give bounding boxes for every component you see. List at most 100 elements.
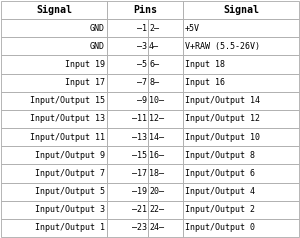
Bar (183, 110, 299, 128)
Text: Input/Output 7: Input/Output 7 (35, 169, 105, 178)
Text: 4–: 4– (149, 42, 159, 51)
Bar (148, 201, 183, 219)
Bar (107, 146, 148, 164)
Text: Input/Output 8: Input/Output 8 (185, 151, 255, 160)
Text: 24–: 24– (149, 223, 164, 233)
Bar (183, 146, 299, 164)
Bar (183, 19, 299, 37)
Text: Input/Output 11: Input/Output 11 (30, 133, 105, 142)
Bar (107, 201, 148, 219)
Text: –21: –21 (132, 205, 147, 214)
Bar (148, 92, 183, 110)
Bar (1, 128, 107, 146)
Text: Input/Output 5: Input/Output 5 (35, 187, 105, 196)
Text: 20–: 20– (149, 187, 164, 196)
Text: 2–: 2– (149, 24, 159, 33)
Text: –11: –11 (132, 114, 147, 124)
Text: –5: –5 (137, 60, 147, 69)
Text: 14–: 14– (149, 133, 164, 142)
Text: –9: –9 (137, 96, 147, 105)
Bar (148, 37, 183, 55)
Bar (1, 146, 107, 164)
Text: Signal: Signal (36, 5, 72, 15)
Bar (107, 19, 148, 37)
Bar (148, 164, 183, 183)
Bar (107, 128, 148, 146)
Bar (183, 164, 299, 183)
Text: –3: –3 (137, 42, 147, 51)
Bar (1, 110, 107, 128)
Text: Input/Output 6: Input/Output 6 (185, 169, 255, 178)
Bar (107, 92, 148, 110)
Text: Input/Output 9: Input/Output 9 (35, 151, 105, 160)
Text: –17: –17 (132, 169, 147, 178)
Bar (148, 146, 183, 164)
Bar (1, 219, 107, 237)
Bar (1, 201, 107, 219)
Text: Input/Output 2: Input/Output 2 (185, 205, 255, 214)
Bar (107, 55, 148, 74)
Text: Input/Output 12: Input/Output 12 (185, 114, 260, 124)
Bar (148, 183, 183, 201)
Bar (107, 219, 148, 237)
Text: –19: –19 (132, 187, 147, 196)
Text: –7: –7 (137, 78, 147, 87)
Text: Input/Output 13: Input/Output 13 (30, 114, 105, 124)
Bar (148, 19, 183, 37)
Text: –15: –15 (132, 151, 147, 160)
Text: GND: GND (90, 42, 105, 51)
Text: 12–: 12– (149, 114, 164, 124)
Text: –23: –23 (132, 223, 147, 233)
Text: 8–: 8– (149, 78, 159, 87)
Bar (107, 183, 148, 201)
Bar (1, 1, 107, 19)
Bar (183, 201, 299, 219)
Bar (148, 128, 183, 146)
Text: –1: –1 (137, 24, 147, 33)
Bar (1, 183, 107, 201)
Bar (183, 183, 299, 201)
Bar (107, 110, 148, 128)
Bar (107, 1, 183, 19)
Text: +5V: +5V (185, 24, 200, 33)
Text: Signal: Signal (223, 5, 259, 15)
Text: Input 19: Input 19 (65, 60, 105, 69)
Bar (1, 19, 107, 37)
Bar (148, 74, 183, 92)
Text: Input/Output 10: Input/Output 10 (185, 133, 260, 142)
Bar (148, 219, 183, 237)
Text: 10–: 10– (149, 96, 164, 105)
Text: Pins: Pins (133, 5, 157, 15)
Text: Input 18: Input 18 (185, 60, 225, 69)
Text: 6–: 6– (149, 60, 159, 69)
Text: 16–: 16– (149, 151, 164, 160)
Text: –13: –13 (132, 133, 147, 142)
Bar (183, 219, 299, 237)
Text: Input/Output 0: Input/Output 0 (185, 223, 255, 233)
Bar (107, 37, 148, 55)
Text: Input 16: Input 16 (185, 78, 225, 87)
Text: 18–: 18– (149, 169, 164, 178)
Bar (183, 128, 299, 146)
Text: 22–: 22– (149, 205, 164, 214)
Bar (107, 74, 148, 92)
Text: Input/Output 15: Input/Output 15 (30, 96, 105, 105)
Bar (183, 74, 299, 92)
Bar (107, 164, 148, 183)
Bar (1, 164, 107, 183)
Bar (148, 55, 183, 74)
Text: Input/Output 4: Input/Output 4 (185, 187, 255, 196)
Text: Input/Output 14: Input/Output 14 (185, 96, 260, 105)
Bar (1, 92, 107, 110)
Text: V+RAW (5.5-26V): V+RAW (5.5-26V) (185, 42, 260, 51)
Bar (1, 37, 107, 55)
Bar (1, 74, 107, 92)
Text: GND: GND (90, 24, 105, 33)
Text: Input/Output 3: Input/Output 3 (35, 205, 105, 214)
Bar (183, 92, 299, 110)
Bar (148, 110, 183, 128)
Bar (183, 37, 299, 55)
Bar (183, 1, 299, 19)
Bar (1, 55, 107, 74)
Bar (183, 55, 299, 74)
